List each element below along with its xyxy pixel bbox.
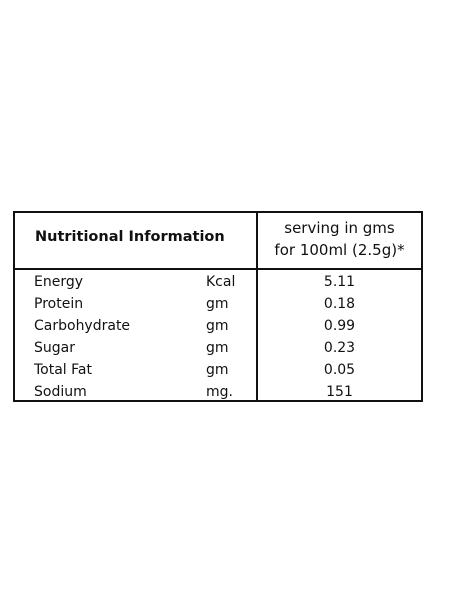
table-body: Energy Kcal 5.11 Protein gm 0.18 Carbohy… (15, 272, 421, 404)
nutrition-table: Nutritional Information serving in gms f… (13, 211, 423, 402)
nutrient-unit: gm (206, 296, 229, 312)
nutrient-value: 0.05 (323, 362, 356, 378)
table-row: Sugar gm 0.23 (15, 338, 421, 360)
nutrient-unit: gm (206, 318, 229, 334)
table-header: Nutritional Information serving in gms f… (15, 213, 421, 270)
serving-line-1: serving in gms (284, 219, 395, 237)
nutrient-name: Sugar (34, 340, 75, 356)
nutrient-value: 0.23 (323, 340, 356, 356)
nutrient-name: Energy (34, 274, 84, 290)
nutrient-unit: Kcal (206, 274, 236, 290)
nutrient-value: 0.18 (323, 296, 356, 312)
nutrient-name: Total Fat (34, 362, 92, 378)
nutrient-value: 151 (326, 384, 353, 400)
column-divider (256, 213, 258, 400)
table-row: Total Fat gm 0.05 (15, 360, 421, 382)
table-title: Nutritional Information (35, 229, 225, 245)
nutrient-unit: gm (206, 340, 229, 356)
nutrient-unit: mg. (206, 384, 233, 400)
nutrient-name: Protein (34, 296, 84, 312)
serving-header: serving in gms for 100ml (2.5g)* (258, 217, 421, 261)
nutrient-value: 5.11 (323, 274, 356, 290)
nutrient-value: 0.99 (323, 318, 356, 334)
table-row: Carbohydrate gm 0.99 (15, 316, 421, 338)
table-row: Sodium mg. 151 (15, 382, 421, 404)
nutrient-unit: gm (206, 362, 229, 378)
table-row: Protein gm 0.18 (15, 294, 421, 316)
table-row: Energy Kcal 5.11 (15, 272, 421, 294)
nutrient-name: Sodium (34, 384, 87, 400)
nutrient-name: Carbohydrate (34, 318, 131, 334)
serving-line-2: for 100ml (2.5g)* (274, 241, 405, 259)
